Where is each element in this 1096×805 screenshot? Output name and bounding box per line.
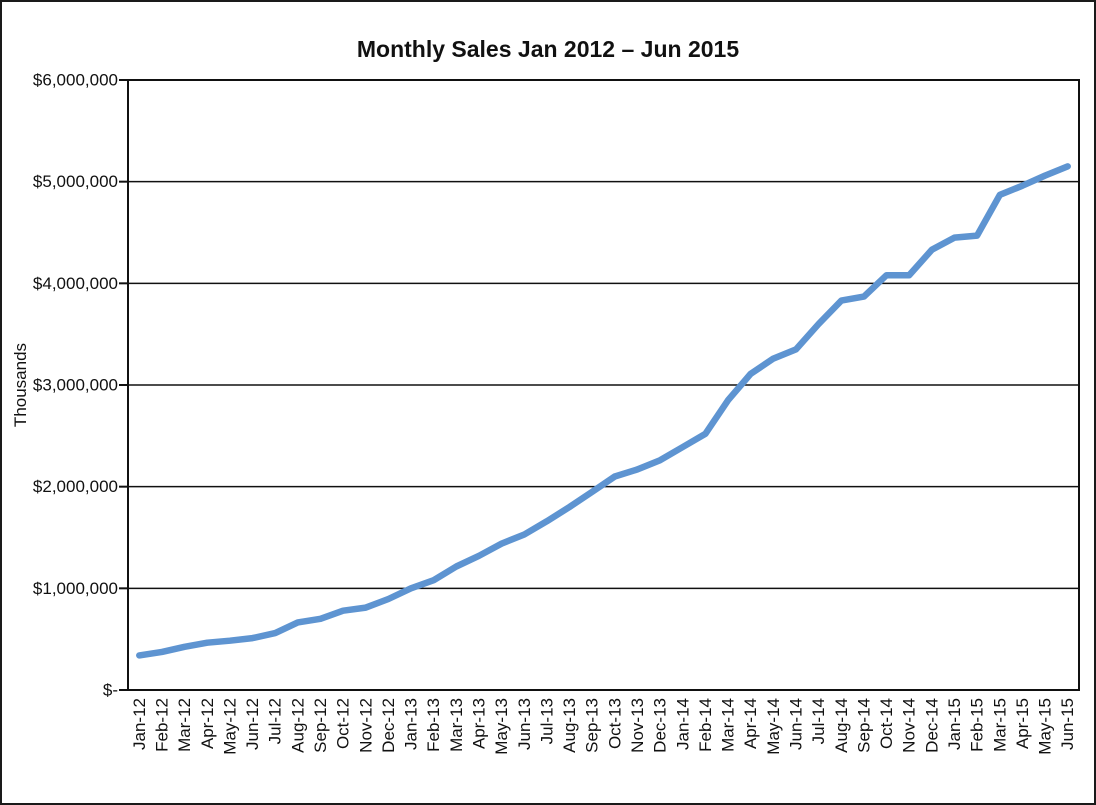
- y-tick-label: $-: [103, 681, 118, 700]
- x-tick-label: Jan-15: [945, 698, 964, 750]
- x-tick-label: Oct-13: [605, 698, 624, 749]
- x-tick-label: Sep-13: [583, 698, 602, 753]
- x-tick-label: Apr-15: [1013, 698, 1032, 749]
- x-tick-label: Apr-12: [198, 698, 217, 749]
- x-tick-label: Jan-13: [402, 698, 421, 750]
- chart-title: Monthly Sales Jan 2012 – Jun 2015: [357, 36, 739, 62]
- x-tick-label: Mar-13: [447, 698, 466, 752]
- x-tick-label: Jan-12: [130, 698, 149, 750]
- x-tick-label: Sep-12: [311, 698, 330, 753]
- y-tick-label: $5,000,000: [33, 172, 118, 191]
- y-tick-label: $6,000,000: [33, 71, 118, 90]
- x-tick-label: May-12: [220, 698, 239, 755]
- x-tick-label: Jul-12: [266, 698, 285, 744]
- x-tick-label: Mar-14: [719, 698, 738, 752]
- x-tick-label: Feb-12: [152, 698, 171, 752]
- x-tick-label: May-15: [1036, 698, 1055, 755]
- x-tick-label: Oct-14: [877, 698, 896, 749]
- data-series-group: [136, 163, 1071, 659]
- tick-labels-group: $- $1,000,000 $2,000,000 $3,000,000 $4,000,0…: [33, 71, 1077, 755]
- x-tick-label: Mar-12: [175, 698, 194, 752]
- x-tick-label: Jun-14: [786, 698, 805, 750]
- x-tick-label: Mar-15: [990, 698, 1009, 752]
- x-tick-label: Nov-14: [900, 698, 919, 753]
- y-tick-label: $2,000,000: [33, 477, 118, 496]
- x-tick-label: Feb-15: [968, 698, 987, 752]
- x-tick-label: Jul-14: [809, 698, 828, 744]
- x-tick-label: Oct-12: [334, 698, 353, 749]
- x-tick-label: Dec-13: [651, 698, 670, 753]
- x-tick-label: Apr-14: [741, 698, 760, 749]
- x-tick-label: May-13: [492, 698, 511, 755]
- x-tick-label: Jun-13: [515, 698, 534, 750]
- x-tick-label: Jan-14: [673, 698, 692, 750]
- x-tick-label: Jun-15: [1058, 698, 1077, 750]
- y-tick-label: $3,000,000: [33, 376, 118, 395]
- x-tick-label: Nov-12: [356, 698, 375, 753]
- gridlines-group: [128, 180, 1079, 590]
- axes-group: [119, 79, 1080, 691]
- x-tick-label: Dec-14: [922, 698, 941, 753]
- x-tick-label: May-14: [764, 698, 783, 755]
- x-tick-label: Aug-12: [288, 698, 307, 753]
- x-tick-label: Feb-14: [696, 698, 715, 752]
- y-tick-label: $4,000,000: [33, 274, 118, 293]
- x-tick-label: Dec-12: [379, 698, 398, 753]
- y-axis-title: Thousands: [11, 343, 30, 427]
- x-tick-label: Feb-13: [424, 698, 443, 752]
- plot-border: [127, 79, 1080, 691]
- x-tick-label: Jun-12: [243, 698, 262, 750]
- x-tick-label: Apr-13: [469, 698, 488, 749]
- x-tick-label: Aug-14: [832, 698, 851, 753]
- sales-series-line: [136, 163, 1071, 659]
- x-tick-label: Sep-14: [854, 698, 873, 753]
- x-tick-label: Aug-13: [560, 698, 579, 753]
- x-tick-label: Nov-13: [628, 698, 647, 753]
- y-tick-label: $1,000,000: [33, 579, 118, 598]
- x-tick-label: Jul-13: [537, 698, 556, 744]
